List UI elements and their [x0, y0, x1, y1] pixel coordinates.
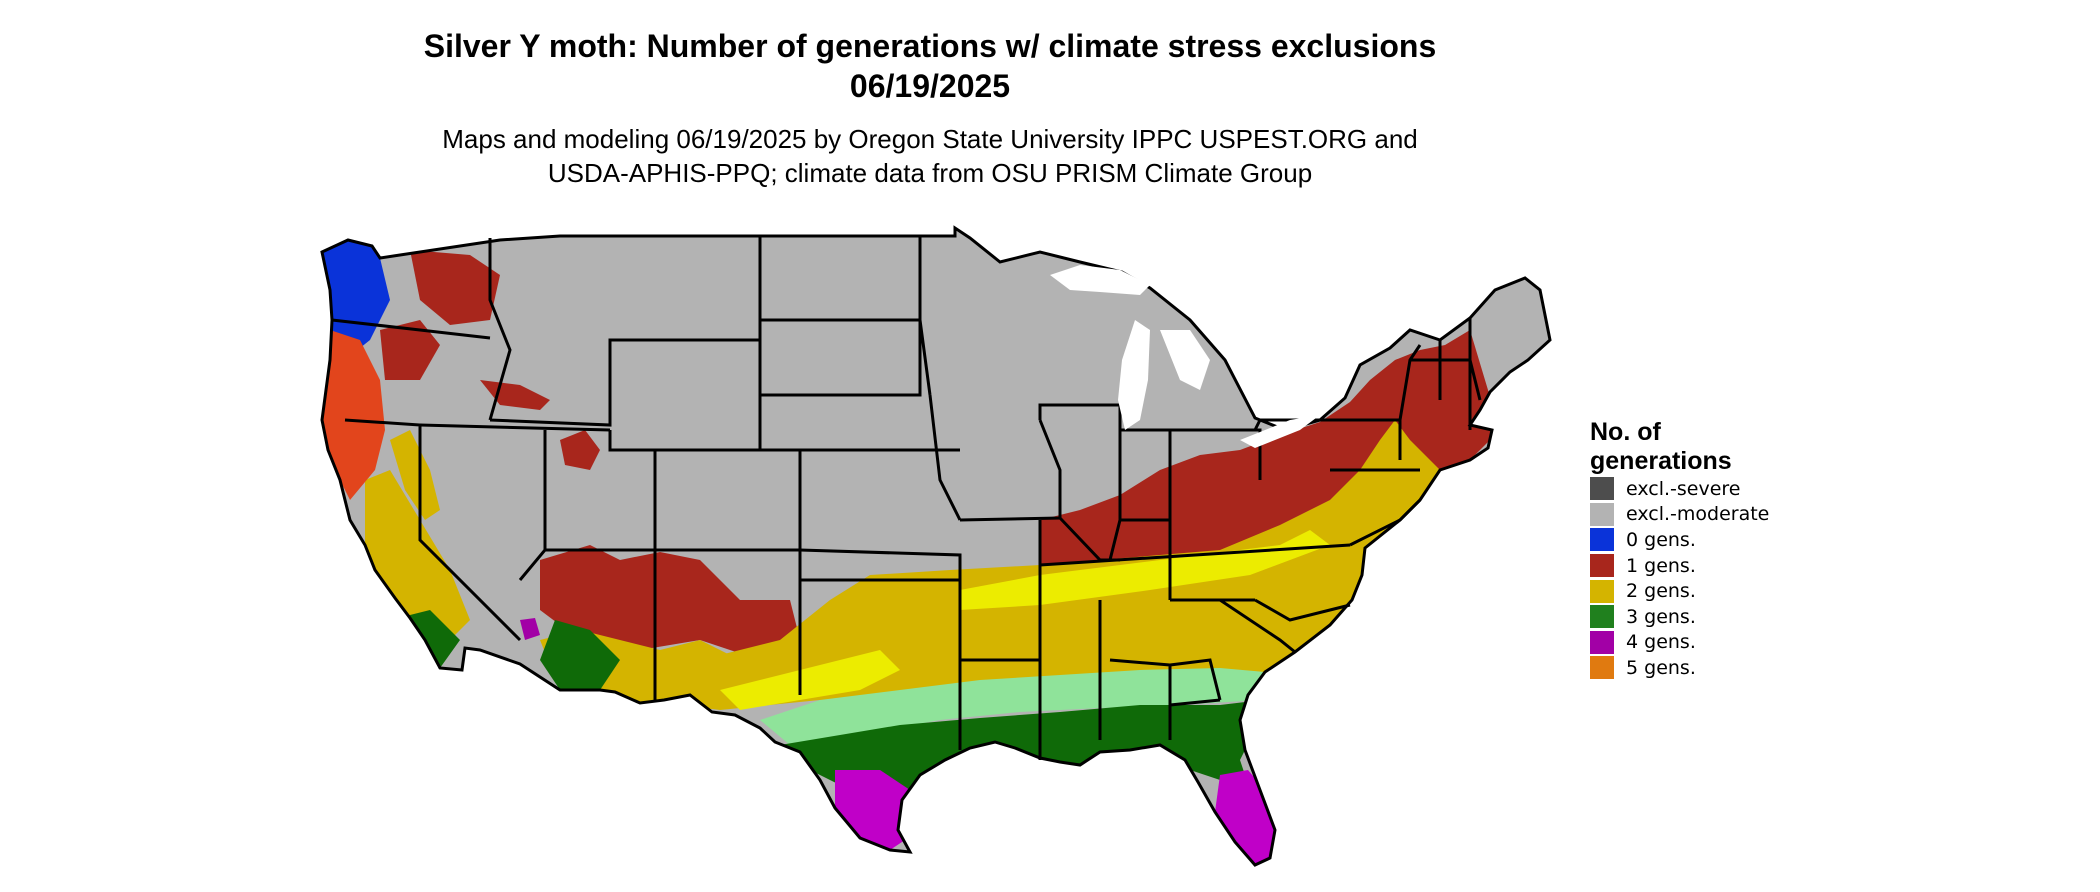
zone-4-gen-arizona-spot: [520, 618, 540, 640]
legend-item: excl.-moderate: [1590, 502, 1790, 528]
lake-huron: [1160, 330, 1210, 390]
lake-erie: [1240, 415, 1320, 448]
zone-1-gen-southeast: [1040, 330, 1500, 600]
zone-1-gen-southwest: [540, 545, 800, 660]
legend-item: 1 gens.: [1590, 553, 1790, 579]
legend-swatch: [1590, 554, 1614, 578]
zone-3-gen-arizona: [540, 620, 620, 690]
legend-label: 3 gens.: [1626, 605, 1696, 628]
lake-superior: [1050, 265, 1150, 295]
great-lakes: [1050, 265, 1320, 448]
map-date: 06/19/2025: [849, 68, 1011, 104]
legend-item: 3 gens.: [1590, 604, 1790, 630]
legend-swatch: [1590, 656, 1614, 680]
zone-bright-yellow-band: [960, 530, 1330, 610]
generation-zones: [322, 228, 1550, 865]
legend-label: excl.-moderate: [1626, 503, 1770, 526]
legend-swatch: [1590, 630, 1614, 654]
legend-label: 0 gens.: [1626, 528, 1696, 551]
zone-1-gen-washington-east: [410, 250, 500, 325]
legend-swatch: [1590, 579, 1614, 603]
zone-0-gen-washington: [322, 240, 390, 360]
map-subtitle-line2: USDA-APHIS-PPQ; climate data from OSU PR…: [547, 158, 1313, 188]
zone-1-gen-idaho: [480, 380, 550, 410]
zone-2-gen-central-valley: [390, 430, 440, 520]
zone-bright-yellow-texas: [720, 650, 900, 710]
zone-1-gen-utah: [560, 430, 600, 470]
legend-label: 5 gens.: [1626, 656, 1696, 679]
zone-1-gen-west-coast: [322, 330, 385, 500]
legend-swatch: [1590, 528, 1614, 552]
legend-label: 1 gens.: [1626, 554, 1696, 577]
us-outline: [320, 225, 1552, 867]
legend-swatch: [1590, 502, 1614, 526]
legend-label: 4 gens.: [1626, 631, 1696, 654]
legend-item: excl.-severe: [1590, 476, 1790, 502]
legend-swatch: [1590, 477, 1614, 501]
zone-4-gen-florida: [1215, 770, 1275, 865]
legend-items: excl.-severe excl.-moderate 0 gens. 1 gens.…: [1590, 476, 1790, 681]
map-subtitle-line1: Maps and modeling 06/19/2025 by Oregon S…: [442, 124, 1418, 154]
legend-label: excl.-severe: [1626, 477, 1741, 500]
legend-item: 2 gens.: [1590, 578, 1790, 604]
legend-title: No. of generations: [1590, 418, 1732, 475]
legend-item: 0 gens.: [1590, 527, 1790, 553]
map-title: Silver Y moth: Number of generations w/ …: [423, 28, 1437, 64]
zone-2-gen-california: [365, 470, 470, 640]
legend: No. of generations excl.-severe excl.-mod…: [1590, 418, 1790, 681]
zone-1-gen-oregon-inland: [380, 320, 440, 380]
legend-label: 2 gens.: [1626, 580, 1696, 603]
legend-item: 4 gens.: [1590, 630, 1790, 656]
legend-item: 5 gens.: [1590, 655, 1790, 681]
zone-light-green-gulf: [760, 668, 1265, 745]
legend-swatch: [1590, 605, 1614, 629]
state-boundaries: [320, 225, 1552, 867]
lake-michigan: [1118, 320, 1150, 430]
